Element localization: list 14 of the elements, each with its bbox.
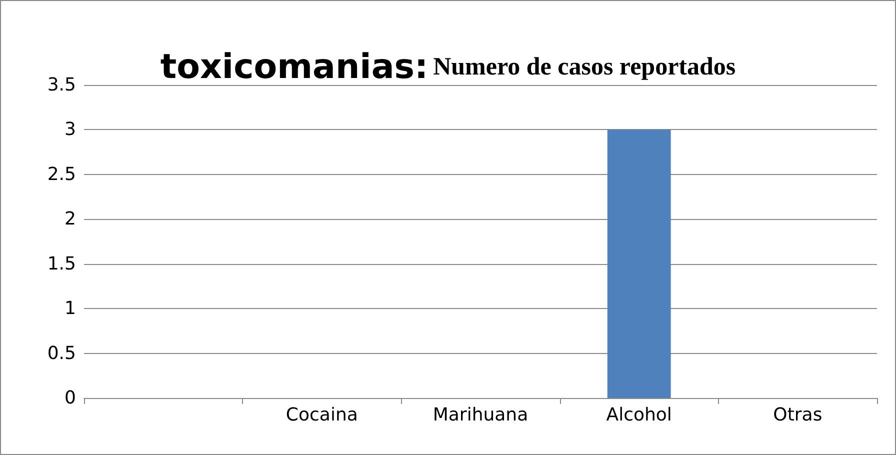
y-tick-label: 1 (64, 298, 76, 320)
y-tick-label: 0.5 (47, 342, 76, 364)
x-tick-label: Otras (773, 404, 822, 426)
y-tick-label: 2.5 (47, 164, 76, 185)
chart-subtitle: Numero de casos reportados (433, 54, 736, 80)
chart-title: toxicomanias: (160, 47, 428, 87)
x-tick-label: Cocaina (286, 404, 358, 426)
x-tick-label: Alcohol (606, 404, 672, 426)
y-tick-label: 3 (64, 119, 76, 140)
y-tick-label: 1.5 (47, 253, 76, 274)
y-tick-label: 3.5 (47, 74, 76, 96)
x-tick-label: Marihuana (432, 404, 528, 426)
y-tick-label: 2 (64, 208, 76, 230)
y-tick-label: 0 (64, 388, 76, 408)
